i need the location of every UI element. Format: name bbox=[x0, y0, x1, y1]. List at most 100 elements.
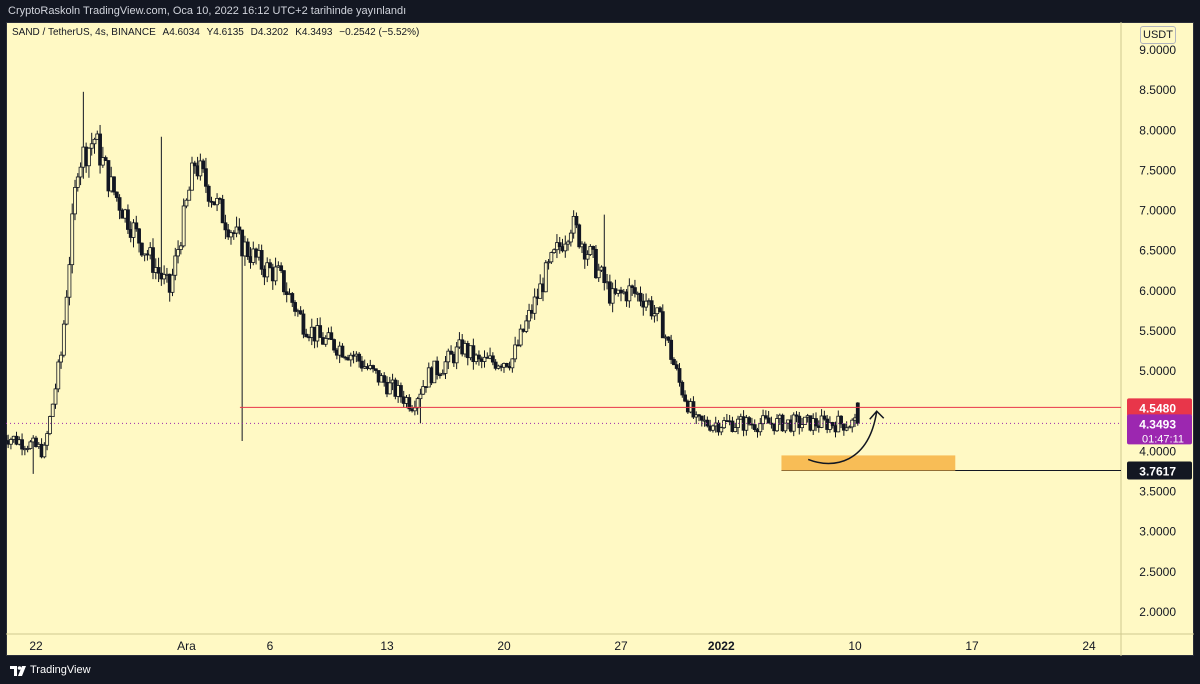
candle-body bbox=[819, 415, 824, 428]
candle-body bbox=[660, 311, 665, 339]
publisher-text: CryptoRaskoln TradingView.com, Oca 10, 2… bbox=[8, 5, 407, 17]
x-tick-label: 22 bbox=[29, 639, 43, 653]
candle-body bbox=[477, 354, 481, 360]
support-price-badge bbox=[1127, 461, 1192, 480]
y-tick-label: 5.5000 bbox=[1139, 324, 1176, 338]
candle-body bbox=[850, 419, 855, 428]
candle-body bbox=[691, 401, 696, 418]
candle-body bbox=[800, 424, 804, 429]
candle-body bbox=[532, 296, 537, 314]
candle-body bbox=[399, 385, 403, 398]
candle-body bbox=[117, 197, 122, 211]
candle-body bbox=[6, 435, 8, 441]
candle-body bbox=[50, 403, 55, 417]
candle-body bbox=[747, 417, 752, 425]
candle-body bbox=[454, 346, 459, 364]
candle-body bbox=[582, 243, 587, 260]
candle-body bbox=[761, 415, 765, 425]
x-tick-label: 10 bbox=[848, 639, 862, 653]
candle-body bbox=[658, 307, 662, 313]
candle-body bbox=[290, 293, 295, 303]
candle-body bbox=[814, 418, 818, 427]
candle-body bbox=[70, 213, 75, 266]
candle-body bbox=[524, 320, 529, 332]
candle-body bbox=[9, 439, 13, 445]
candle-body bbox=[791, 414, 796, 432]
y-tick-label: 3.0000 bbox=[1139, 525, 1176, 539]
candle-body bbox=[131, 222, 136, 238]
candle-body bbox=[610, 288, 615, 304]
candle-body bbox=[103, 157, 108, 161]
candle-body bbox=[98, 133, 102, 166]
candle-body bbox=[722, 420, 726, 429]
candle-body bbox=[75, 176, 80, 188]
candle-body bbox=[151, 247, 155, 273]
legend-symbol: SAND / TetherUS, 4s, BINANCE bbox=[12, 27, 156, 38]
candle-body bbox=[78, 166, 83, 178]
candle-body bbox=[577, 224, 582, 248]
candle-body bbox=[45, 433, 50, 446]
candle-body bbox=[340, 345, 345, 358]
candle-body bbox=[387, 382, 392, 395]
candle-body bbox=[178, 245, 183, 250]
legend-change: −0.2542 (−5.52%) bbox=[339, 27, 420, 38]
candle-body bbox=[705, 419, 710, 427]
y-tick-label: 6.0000 bbox=[1139, 284, 1176, 298]
candle-body bbox=[237, 226, 242, 231]
candle-body bbox=[568, 232, 573, 243]
candle-body bbox=[298, 310, 303, 315]
y-tick-label: 6.5000 bbox=[1139, 244, 1176, 258]
candle-body bbox=[669, 339, 674, 360]
candle-body bbox=[504, 363, 509, 367]
candle-body bbox=[56, 361, 61, 390]
candle-body bbox=[265, 262, 270, 278]
candle-body bbox=[357, 353, 362, 362]
candle-body bbox=[156, 267, 161, 274]
candle-body bbox=[192, 162, 197, 167]
candle-body bbox=[301, 313, 306, 335]
y-tick-label: 8.0000 bbox=[1139, 123, 1176, 137]
x-tick-label: 27 bbox=[614, 639, 628, 653]
candle-body bbox=[841, 423, 846, 431]
candle-body bbox=[602, 266, 607, 284]
candle-body bbox=[518, 328, 523, 346]
legend-high: Y4.6135 bbox=[206, 27, 244, 38]
candle-body bbox=[360, 360, 364, 369]
x-tick-label: Ara bbox=[177, 639, 196, 653]
candle-body bbox=[318, 325, 323, 338]
candle-body bbox=[204, 168, 208, 187]
y-tick-label: 4.0000 bbox=[1139, 444, 1176, 458]
candle-body bbox=[435, 360, 440, 376]
candle-body bbox=[638, 292, 643, 302]
candle-body bbox=[733, 427, 738, 432]
projection-arrow bbox=[807, 411, 878, 465]
candle-body bbox=[594, 248, 598, 279]
candle-body bbox=[126, 209, 130, 230]
candle-body bbox=[510, 358, 515, 369]
candle-body bbox=[672, 359, 676, 366]
price-chart[interactable]: 9.0000 8.5000 8.0000 7.5000 7.0000 6.5000 6.00… bbox=[6, 22, 1194, 656]
candle-body bbox=[711, 425, 715, 431]
candle-body bbox=[752, 424, 757, 431]
x-tick-label: 2022 bbox=[708, 639, 735, 653]
x-tick-label: 17 bbox=[965, 639, 979, 653]
candle-body bbox=[139, 242, 144, 256]
candle-body bbox=[674, 364, 679, 369]
candle-body bbox=[181, 205, 186, 247]
candle-body bbox=[633, 287, 637, 294]
candle-body bbox=[766, 417, 771, 424]
candle-body bbox=[847, 426, 852, 429]
candle-body bbox=[332, 339, 336, 351]
candle-body bbox=[822, 415, 827, 420]
candle-body bbox=[652, 313, 657, 317]
candle-body bbox=[20, 439, 24, 450]
candle-body bbox=[697, 414, 701, 417]
candle-body bbox=[382, 375, 387, 383]
currency-button[interactable]: USDT bbox=[1140, 26, 1176, 44]
candle-body bbox=[112, 176, 116, 193]
candle-body bbox=[490, 355, 495, 363]
candle-body bbox=[273, 266, 278, 282]
candle-body bbox=[25, 448, 30, 450]
chart-panel[interactable] bbox=[6, 22, 1194, 656]
candle-body bbox=[440, 373, 445, 376]
